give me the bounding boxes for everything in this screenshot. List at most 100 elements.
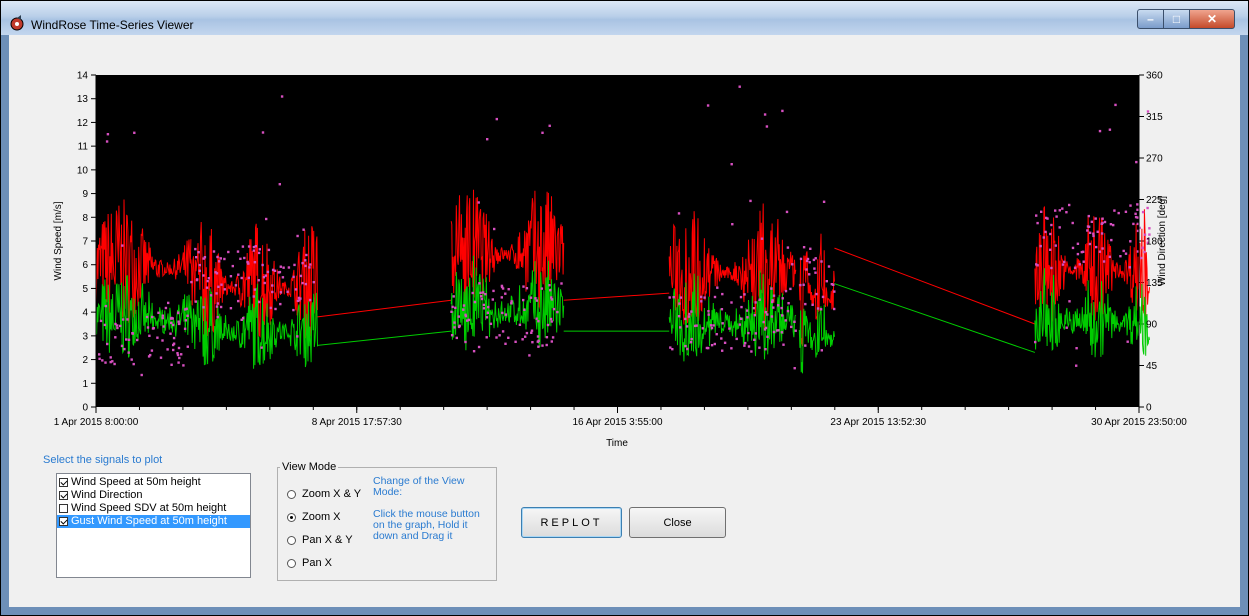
wind-direction-point xyxy=(507,336,510,339)
wind-direction-point xyxy=(715,333,718,336)
left-tick-label: 5 xyxy=(82,284,88,295)
x-tick-label: 30 Apr 2015 23:50:00 xyxy=(1091,417,1187,428)
wind-direction-point xyxy=(495,117,498,121)
minimize-button[interactable]: – xyxy=(1137,9,1164,29)
signal-item-wind-direction[interactable]: Wind Direction xyxy=(57,489,250,502)
wind-direction-point xyxy=(170,321,173,325)
wind-direction-point xyxy=(485,336,488,339)
replot-button[interactable]: REPLOT xyxy=(521,507,622,538)
wind-direction-point xyxy=(1138,226,1141,230)
wind-direction-point xyxy=(1146,110,1150,113)
wind-direction-point xyxy=(525,287,529,290)
wind-direction-point xyxy=(183,327,187,330)
windrose-app-icon xyxy=(10,15,24,31)
wind-direction-point xyxy=(753,338,756,341)
wind-direction-point xyxy=(305,253,308,257)
wind-direction-point xyxy=(309,263,312,266)
wind-direction-point xyxy=(167,301,170,305)
signal-list[interactable]: Wind Speed at 50m height Wind Direction … xyxy=(56,473,251,578)
gust-link-line xyxy=(317,299,452,318)
wind-direction-point xyxy=(184,308,187,311)
wind-direction-point xyxy=(246,260,249,264)
minimize-icon: – xyxy=(1147,12,1154,26)
wind-direction-point xyxy=(98,357,101,360)
signal-checkbox[interactable] xyxy=(59,517,68,526)
wind-direction-point xyxy=(253,261,257,264)
wind-direction-point xyxy=(304,282,307,286)
chart-ticks xyxy=(91,74,1144,413)
wind-direction-point xyxy=(464,314,468,318)
wind-direction-point xyxy=(215,305,219,308)
wind-direction-point xyxy=(257,279,260,282)
wind-direction-point xyxy=(1068,300,1071,303)
view-mode-group: View Mode Zoom X & Y Zoom X Pan X & Y Pa… xyxy=(277,461,497,581)
left-tick-label: 13 xyxy=(77,94,89,105)
wind-direction-point xyxy=(536,340,539,343)
wind-direction-point xyxy=(257,251,261,255)
radio-button[interactable] xyxy=(287,489,296,499)
x-axis-title: Time xyxy=(606,438,628,449)
wind-direction-point xyxy=(194,247,197,251)
wind-direction-point xyxy=(536,335,540,338)
radio-button[interactable] xyxy=(287,512,296,522)
wind-direction-point xyxy=(219,305,223,309)
wind-direction-point xyxy=(271,284,274,287)
wind-direction-point xyxy=(125,338,128,341)
wind-direction-point xyxy=(177,320,180,323)
wind-direction-point xyxy=(280,95,284,98)
window-close-button[interactable]: ✕ xyxy=(1189,9,1235,29)
wind-direction-point xyxy=(799,283,802,287)
wind-direction-point xyxy=(707,313,710,316)
wind-direction-point xyxy=(738,85,741,88)
wind-direction-point xyxy=(491,298,494,301)
wind-direction-point xyxy=(286,290,289,293)
plot-area[interactable] xyxy=(96,75,1139,407)
wind-direction-point xyxy=(791,263,794,266)
wind-direction-point xyxy=(1135,160,1138,164)
signal-checkbox[interactable] xyxy=(59,478,68,487)
radio-zoom-xy[interactable]: Zoom X & Y xyxy=(287,488,361,500)
wind-direction-point xyxy=(731,223,734,226)
wind-direction-point xyxy=(560,282,563,285)
radio-zoom-x[interactable]: Zoom X xyxy=(287,511,341,523)
radio-button[interactable] xyxy=(287,535,296,545)
wind-direction-point xyxy=(240,276,243,280)
maximize-button[interactable]: □ xyxy=(1163,9,1190,29)
wind-direction-point xyxy=(111,360,114,363)
radio-pan-x[interactable]: Pan X xyxy=(287,557,332,569)
title-bar[interactable]: WindRose Time-Series Viewer – □ ✕ xyxy=(1,1,1248,35)
maximize-icon: □ xyxy=(1172,12,1181,26)
wind-direction-point xyxy=(151,315,154,319)
wind-direction-point xyxy=(156,336,159,339)
signal-item-wind-speed-sdv[interactable]: Wind Speed SDV at 50m height xyxy=(57,502,250,515)
wind-direction-point xyxy=(706,104,710,107)
wind-direction-point xyxy=(1075,364,1078,367)
wind-direction-point xyxy=(1143,233,1147,236)
signal-item-gust-wind-speed[interactable]: Gust Wind Speed at 50m height xyxy=(57,515,250,528)
wind-direction-point xyxy=(182,364,185,367)
wind-direction-point xyxy=(510,302,513,305)
radio-button[interactable] xyxy=(287,558,296,568)
wind-direction-point xyxy=(1050,266,1053,270)
signal-checkbox[interactable] xyxy=(59,491,68,500)
wind-direction-point xyxy=(1045,216,1048,220)
wind-direction-point xyxy=(261,263,264,267)
wind-direction-point xyxy=(786,309,790,313)
wind-direction-point xyxy=(161,339,164,342)
wind-direction-point xyxy=(140,373,143,377)
close-button[interactable]: Close xyxy=(629,507,726,538)
wind-direction-point xyxy=(1101,247,1104,250)
wind-direction-point xyxy=(457,315,460,318)
wind-direction-point xyxy=(1148,233,1151,236)
wind-direction-point xyxy=(240,318,243,321)
wind-direction-point xyxy=(1073,266,1077,269)
radio-pan-xy[interactable]: Pan X & Y xyxy=(287,534,353,546)
signal-checkbox[interactable] xyxy=(59,504,68,513)
wind-direction-point xyxy=(450,334,454,337)
wind-direction-point xyxy=(540,287,544,290)
signal-item-wind-speed[interactable]: Wind Speed at 50m height xyxy=(57,476,250,489)
wind-direction-point xyxy=(744,341,747,345)
wind-direction-point xyxy=(1039,244,1042,248)
wind-direction-point xyxy=(1100,232,1104,235)
